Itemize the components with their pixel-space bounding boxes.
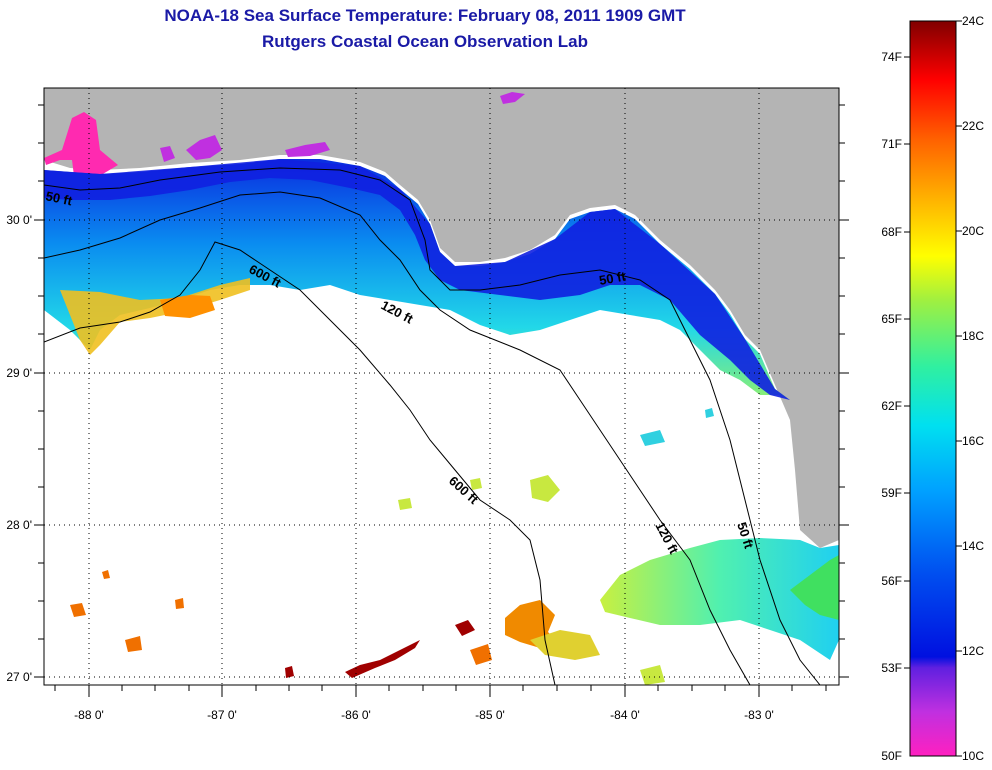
lon-label-87: -87 0' [207, 708, 237, 722]
bay-purple-pixels [160, 92, 525, 162]
colorbar-f-50: 50F [881, 749, 902, 763]
colorbar-c-14: 14C [962, 539, 984, 553]
lat-label-29: 29 0' [6, 366, 32, 380]
isobath-contours [44, 167, 821, 685]
colorbar-f-62: 62F [881, 399, 902, 413]
temperature-colorbar: 74F 71F 68F 65F 62F 59F 56F 53F 50F 24C … [881, 14, 984, 763]
colorbar-f-65: 65F [881, 312, 902, 326]
contour-120ft [44, 191, 751, 685]
colorbar-f-53: 53F [881, 661, 902, 675]
cyan-speckles [640, 408, 714, 446]
contour-label-50ft-west: 50 ft [44, 188, 74, 208]
lat-label-30: 30 0' [6, 213, 32, 227]
florida-coastal-green [790, 555, 839, 620]
contour-600ft [44, 241, 556, 685]
colorbar-f-71: 71F [881, 137, 902, 151]
colorbar-c-20: 20C [962, 224, 984, 238]
florida-shelf-water [600, 538, 839, 660]
colorbar-c-16: 16C [962, 434, 984, 448]
lat-label-28: 28 0' [6, 518, 32, 532]
map-subtitle: Rutgers Coastal Ocean Observation Lab [262, 32, 588, 51]
lat-label-27: 27 0' [6, 670, 32, 684]
map-frame [43, 87, 840, 686]
contour-50ft [44, 167, 821, 685]
lon-label-86: -86 0' [341, 708, 371, 722]
colorbar-c-10: 10C [962, 749, 984, 763]
axis-ticks [34, 104, 849, 697]
lon-label-85: -85 0' [475, 708, 505, 722]
coastal-cold-water [44, 159, 790, 400]
shelf-edge-orange-water [160, 295, 215, 318]
colorbar-c-18: 18C [962, 329, 984, 343]
colorbar-c-12: 12C [962, 644, 984, 658]
contour-label-50ft-bigbend: 50 ft [598, 268, 628, 288]
colorbar-c-24: 24C [962, 14, 984, 28]
lon-label-84: -84 0' [610, 708, 640, 722]
land-mass [44, 88, 839, 548]
colorbar-f-59: 59F [881, 486, 902, 500]
lon-label-83: -83 0' [744, 708, 774, 722]
lon-label-88: -88 0' [74, 708, 104, 722]
colorbar-f-74: 74F [881, 50, 902, 64]
map-plot-area [44, 88, 839, 685]
colorbar-c-22: 22C [962, 119, 984, 133]
map-title: NOAA-18 Sea Surface Temperature: Februar… [164, 6, 686, 25]
colorbar-f-68: 68F [881, 225, 902, 239]
colorbar-scale [909, 20, 957, 757]
colorbar-ticks [904, 20, 962, 757]
colorbar-f-56: 56F [881, 574, 902, 588]
dark-red-patches [285, 620, 475, 678]
mobile-bay-warm-pixels [44, 112, 118, 178]
